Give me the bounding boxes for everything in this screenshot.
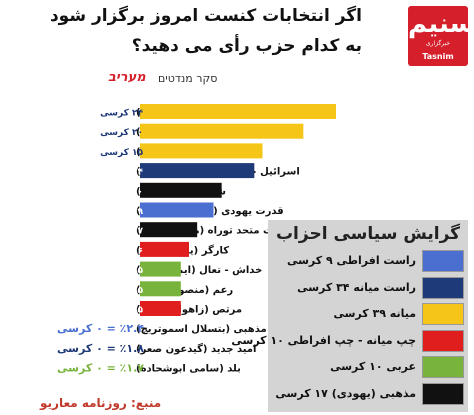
poll-label: סקר מנדטים xyxy=(158,72,218,85)
chart-title-line1: اگر انتخابات کنست امروز برگزار شود xyxy=(49,6,362,26)
zero-seat-label: ٪۲.۴ = ۰ کرسی xyxy=(57,322,144,335)
zero-seat-label: ٪۱.۸ = ۰ کرسی xyxy=(57,342,144,355)
bar xyxy=(140,301,181,316)
bar-value-label: ۶ کرسی xyxy=(106,246,143,256)
logo-glyph: تسنیم xyxy=(408,9,474,39)
bar xyxy=(140,241,189,257)
bar xyxy=(140,182,222,198)
chart-title-line2: به کدام حزب رأی می دهید؟ xyxy=(131,36,362,56)
legend-label: راست افراطی ۹ کرسی xyxy=(286,254,416,267)
bar-value-label: ۵ کرسی xyxy=(106,306,144,316)
legend-swatch xyxy=(422,356,464,378)
bar-value-label: ۵ کرسی xyxy=(106,266,144,276)
bar-value-label: ۱۴ کرسی xyxy=(100,168,143,178)
category-label: رعم (منصور عباس) xyxy=(136,285,233,296)
logo-subtitle: خبرگزاری xyxy=(425,40,451,47)
bar-value-label: ۲۴ کرسی xyxy=(100,109,143,119)
legend-label: عربی ۱۰ کرسی xyxy=(330,360,416,373)
tasnim-logo: تسنیم خبرگزاری Tasnim xyxy=(408,6,474,66)
legend-swatch xyxy=(422,303,464,325)
category-label: بلد (سامی ابوشحاده) xyxy=(136,364,241,375)
legend-swatch xyxy=(422,276,464,299)
bar-value-label: ۷ کرسی xyxy=(106,227,144,237)
bar-value-label: ۱۰ کرسی xyxy=(100,187,143,197)
legend-label: مذهبی (یهودی) ۱۷ کرسی xyxy=(275,386,416,400)
poll-brand: מעריב xyxy=(108,70,146,85)
legend-label: راست میانه ۳۴ کرسی xyxy=(297,280,416,294)
legend-label: چپ میانه - چپ افراطی ۱۰ کرسی xyxy=(231,333,416,347)
bar xyxy=(140,202,214,218)
bar xyxy=(140,143,263,159)
source-note: منبع: روزنامه معاریو xyxy=(40,396,162,410)
bar-value-label: ۲۰ کرسی xyxy=(100,128,143,138)
bar xyxy=(140,281,181,297)
legend-swatch xyxy=(422,250,464,272)
legend-title: گرایش سیاسی احزاب xyxy=(275,224,461,244)
bar xyxy=(140,261,181,277)
category-label: امید جدید (گیدعون صعر) xyxy=(136,342,256,355)
bar-value-label: ۱۵ کرسی xyxy=(100,148,143,158)
bar xyxy=(140,123,304,139)
legend-swatch xyxy=(422,329,464,352)
zero-seat-label: ٪۱.۷ = ۰ کرسی xyxy=(57,362,144,375)
legend-swatch xyxy=(422,382,464,405)
bar xyxy=(140,163,255,179)
bar-value-label: ۵ کرسی xyxy=(106,286,144,296)
logo-english: Tasnim xyxy=(422,52,454,61)
bar-value-label: ۹ کرسی xyxy=(106,207,144,217)
category-label: صهیونیسم مذهبی (بتسلال اسموتریچ) xyxy=(136,324,323,335)
bar xyxy=(140,222,198,238)
category-label: خداش - تعال (ایمن عوده) xyxy=(136,265,262,276)
bar xyxy=(140,104,336,119)
legend-label: میانه ۳۹ کرسی xyxy=(333,307,416,320)
